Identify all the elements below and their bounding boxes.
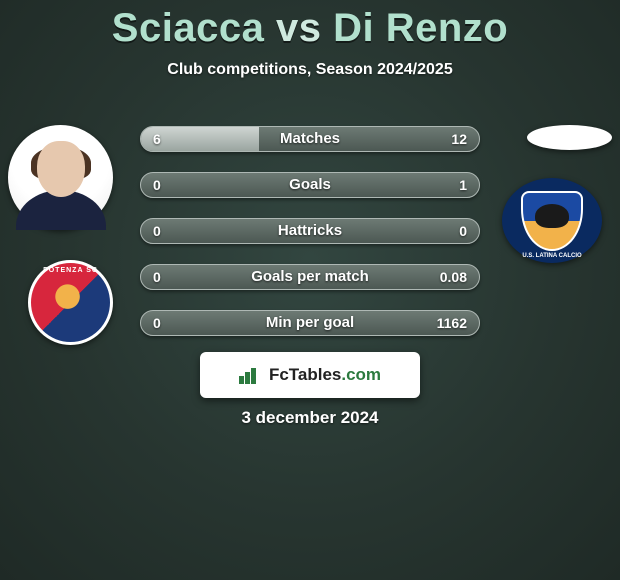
stat-row-min-per-goal: 0Min per goal1162 <box>140 310 480 336</box>
stat-label: Goals per match <box>141 265 479 291</box>
stat-row-hattricks: 0Hattricks0 <box>140 218 480 244</box>
page-title: Sciacca vs Di Renzo <box>0 0 620 51</box>
player1-avatar <box>8 125 113 230</box>
player2-club-logo: U.S. LATINA CALCIO <box>502 178 602 263</box>
branding-suffix: .com <box>341 365 381 384</box>
bars-icon <box>239 366 261 384</box>
subtitle: Club competitions, Season 2024/2025 <box>0 61 620 79</box>
stat-right-value: 1 <box>459 173 467 199</box>
title-player2: Di Renzo <box>333 6 508 50</box>
stat-label: Hattricks <box>141 219 479 245</box>
stat-row-matches: 6Matches12 <box>140 126 480 152</box>
stat-right-value: 0 <box>459 219 467 245</box>
branding-main: FcTables <box>269 365 341 384</box>
title-vs: vs <box>276 6 322 50</box>
stat-right-value: 1162 <box>437 311 467 337</box>
stat-right-value: 0.08 <box>440 265 467 291</box>
stat-label: Goals <box>141 173 479 199</box>
stat-row-goals-per-match: 0Goals per match0.08 <box>140 264 480 290</box>
branding-box[interactable]: FcTables.com <box>200 352 420 398</box>
stat-row-goals: 0Goals1 <box>140 172 480 198</box>
player2-avatar <box>527 125 612 150</box>
stat-label: Min per goal <box>141 311 479 337</box>
branding-text: FcTables.com <box>269 365 381 385</box>
stat-label: Matches <box>141 127 479 153</box>
player2-club-label: U.S. LATINA CALCIO <box>502 253 602 259</box>
title-player1: Sciacca <box>112 6 265 50</box>
stat-right-value: 12 <box>451 127 467 153</box>
date-label: 3 december 2024 <box>0 408 620 428</box>
player1-club-logo: POTENZA SC <box>28 260 113 345</box>
